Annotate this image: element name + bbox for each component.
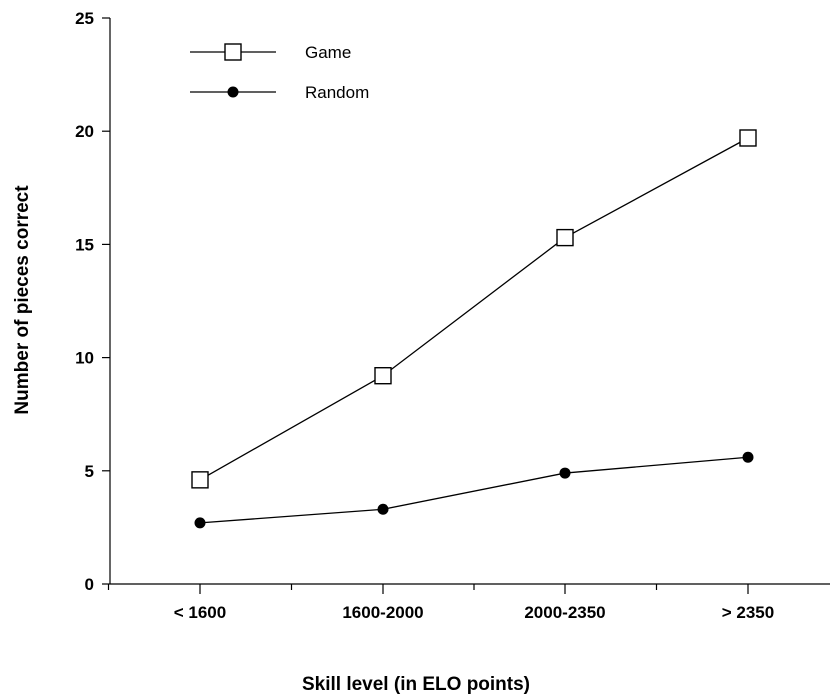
x-tick-label: 1600-2000 xyxy=(342,603,423,622)
legend-item-game: Game xyxy=(190,43,351,62)
legend-item-random: Random xyxy=(190,83,369,102)
legend-marker-game xyxy=(224,43,242,61)
x-axis-title: Skill level (in ELO points) xyxy=(302,674,530,695)
x-tick-label: < 1600 xyxy=(174,603,226,622)
x-ticks: < 1600 1600-2000 2000-2350 > 2350 xyxy=(107,584,774,622)
y-axis: 0 5 10 15 20 25 xyxy=(75,9,111,594)
series-line-random xyxy=(199,456,749,524)
y-tick-label: 10 xyxy=(75,349,94,368)
legend: Game Random xyxy=(190,43,369,102)
x-tick-label: > 2350 xyxy=(722,603,774,622)
y-axis-title: Number of pieces correct xyxy=(12,185,33,415)
data-point-random xyxy=(742,451,754,463)
data-point-random xyxy=(194,517,206,529)
data-point-game xyxy=(374,367,392,385)
x-tick-label: 2000-2350 xyxy=(524,603,605,622)
y-tick-label: 20 xyxy=(75,122,94,141)
data-point-random xyxy=(559,467,571,479)
data-point-random xyxy=(377,503,389,515)
legend-label-random: Random xyxy=(305,83,369,102)
data-point-game xyxy=(739,129,757,147)
legend-marker-random xyxy=(227,86,239,98)
data-point-game xyxy=(191,471,209,489)
y-ticks: 0 5 10 15 20 25 xyxy=(75,9,110,594)
legend-label-game: Game xyxy=(305,43,351,62)
x-axis: < 1600 1600-2000 2000-2350 > 2350 xyxy=(107,583,830,622)
data-point-game xyxy=(556,228,574,247)
y-tick-label: 15 xyxy=(75,235,94,254)
y-tick-label: 25 xyxy=(75,9,94,28)
series-layer xyxy=(191,129,757,529)
y-tick-label: 0 xyxy=(85,575,94,594)
y-tick-label: 5 xyxy=(85,462,94,481)
series-line-game xyxy=(199,137,749,481)
